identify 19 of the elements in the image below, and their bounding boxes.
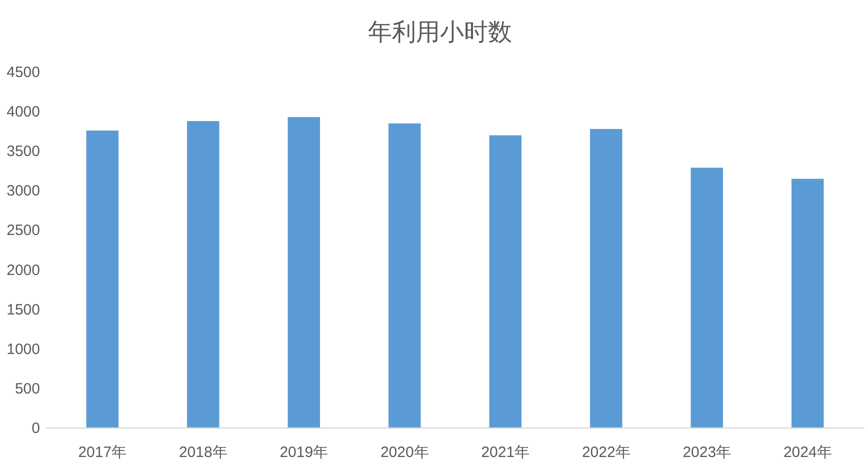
x-tick-label: 2023年 [682, 444, 732, 461]
x-tick-label: 2017年 [78, 444, 127, 461]
y-tick-label: 0 [32, 420, 40, 437]
x-tick-label: 2021年 [481, 444, 530, 461]
x-tick-label: 2024年 [783, 444, 832, 461]
x-tick-label: 2018年 [178, 444, 228, 461]
y-tick-label: 4000 [6, 104, 40, 121]
title: 年利用小时数 [368, 19, 512, 46]
x-tick-label: 2019年 [280, 444, 328, 461]
y-tick-label: 1500 [6, 301, 40, 318]
y-tick-label: 1000 [6, 340, 40, 358]
y-tick-label: 500 [14, 380, 40, 398]
y-tick-label: 2500 [6, 222, 40, 240]
x-tick-label: 2020年 [380, 444, 429, 461]
x-tick-label: 2022年 [582, 444, 630, 461]
y-tick-label: 4500 [6, 64, 40, 81]
y-tick-label: 3500 [6, 143, 40, 160]
y-tick-label: 2000 [6, 262, 40, 279]
y-tick-label: 3000 [6, 182, 40, 200]
